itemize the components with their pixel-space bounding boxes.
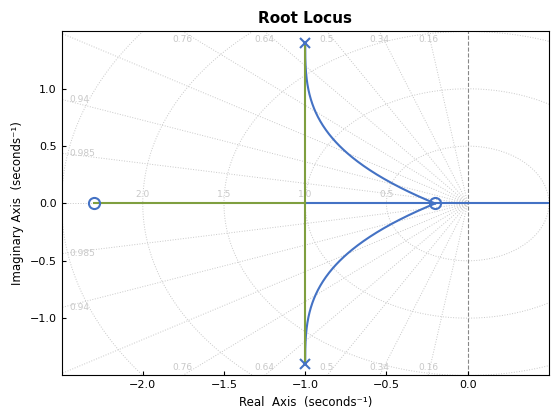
Text: 2.0: 2.0: [136, 190, 150, 199]
Text: 0.94: 0.94: [69, 303, 90, 312]
Text: 0.5: 0.5: [320, 363, 334, 372]
Text: 0.34: 0.34: [370, 363, 390, 372]
Text: 0.64: 0.64: [255, 363, 275, 372]
Text: 0.64: 0.64: [255, 35, 275, 44]
Text: 0.985: 0.985: [69, 249, 96, 258]
Text: 0.76: 0.76: [172, 35, 193, 44]
Y-axis label: Imaginary Axis  (seconds⁻¹): Imaginary Axis (seconds⁻¹): [11, 121, 24, 286]
Text: 1.0: 1.0: [298, 190, 312, 199]
Title: Root Locus: Root Locus: [258, 11, 352, 26]
Text: 0.16: 0.16: [418, 35, 438, 44]
Text: 0.5: 0.5: [379, 190, 394, 199]
Text: 1.5: 1.5: [217, 190, 231, 199]
Text: 0.94: 0.94: [69, 95, 90, 104]
Text: 0.76: 0.76: [172, 363, 193, 372]
Text: 0.5: 0.5: [320, 35, 334, 44]
Text: 0.16: 0.16: [418, 363, 438, 372]
X-axis label: Real  Axis  (seconds⁻¹): Real Axis (seconds⁻¹): [239, 396, 372, 409]
Text: 0.34: 0.34: [370, 35, 390, 44]
Text: 0.985: 0.985: [69, 149, 96, 158]
